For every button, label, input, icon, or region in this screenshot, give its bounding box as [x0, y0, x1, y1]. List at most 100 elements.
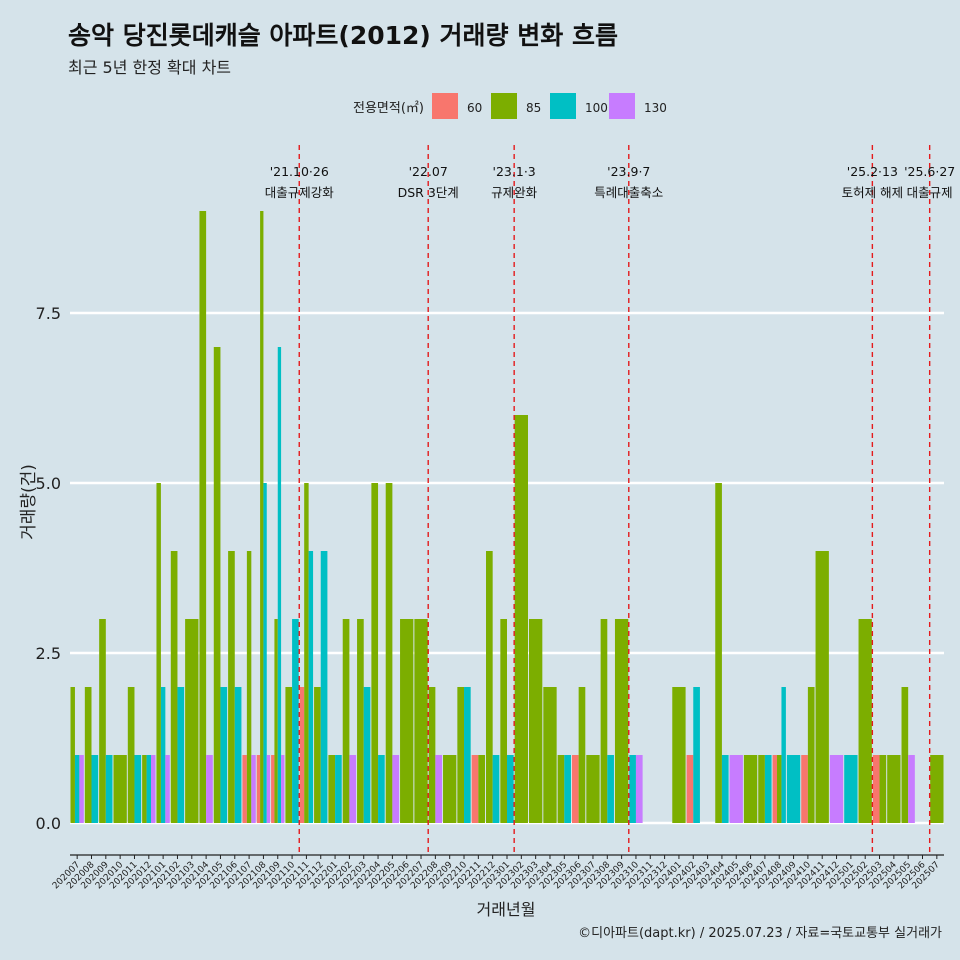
bar	[320, 551, 328, 823]
bar	[127, 687, 135, 823]
bar	[385, 483, 393, 823]
bar	[349, 755, 357, 823]
chart-title: 송악 당진롯데캐슬 아파트(2012) 거래량 변화 흐름	[68, 21, 618, 50]
bar	[908, 755, 915, 823]
bar	[113, 755, 127, 823]
bar	[807, 687, 815, 823]
y-tick-label: 7.5	[36, 304, 61, 323]
x-axis: 2020072020082020092020102020112020122021…	[51, 854, 944, 891]
bar	[378, 755, 385, 823]
bar	[357, 619, 364, 823]
legend-swatch	[432, 93, 458, 119]
bar	[578, 687, 586, 823]
annotation-label: 특례대출축소	[594, 185, 663, 200]
bar	[607, 755, 614, 823]
bar	[392, 755, 400, 823]
bar	[400, 619, 414, 823]
legend-swatch	[550, 93, 576, 119]
bar	[721, 755, 729, 823]
bar	[151, 755, 156, 823]
bar	[292, 619, 299, 823]
bar	[715, 483, 722, 823]
bar	[464, 687, 471, 823]
bar	[815, 551, 829, 823]
bar	[234, 687, 242, 823]
legend-swatch	[609, 93, 635, 119]
bar	[428, 687, 436, 823]
bar	[729, 755, 743, 823]
annotation-date: '21.10·26	[270, 164, 329, 179]
bar	[242, 755, 247, 823]
annotation-date: '22.07	[409, 164, 448, 179]
bars	[70, 211, 944, 823]
y-axis: 0.0 2.5 5.0 7.5	[36, 304, 61, 833]
bar	[635, 755, 643, 823]
bar	[872, 755, 880, 823]
legend-title: 전용면적(㎡)	[353, 101, 424, 116]
bar	[758, 755, 765, 823]
bar	[764, 755, 772, 823]
bar	[500, 619, 507, 823]
bar	[266, 755, 271, 823]
annotation-label: 대출규제	[907, 185, 953, 200]
annotation-date: '23.9·7	[607, 164, 650, 179]
bar	[801, 755, 808, 823]
y-axis-label: 거래량(건)	[19, 464, 39, 540]
bar	[414, 619, 428, 823]
annotation-date: '25.2·13	[847, 164, 898, 179]
bar	[471, 755, 479, 823]
bar	[105, 755, 113, 823]
y-tick-label: 0.0	[36, 814, 61, 833]
bar	[571, 755, 579, 823]
bar	[260, 211, 264, 823]
legend: 전용면적(㎡) 60 85 100 130	[353, 93, 667, 119]
bar	[99, 619, 106, 823]
bar	[786, 755, 801, 823]
annotation-date: '25.6·27	[904, 164, 955, 179]
bar	[507, 755, 514, 823]
legend-label: 100	[585, 101, 608, 115]
legend-label: 60	[467, 101, 482, 115]
bar	[274, 619, 278, 823]
y-tick-label: 2.5	[36, 644, 61, 663]
bar	[74, 755, 80, 823]
x-axis-label: 거래년월	[477, 900, 536, 919]
chart-subtitle: 최근 5년 한정 확대 차트	[68, 58, 232, 77]
bar	[693, 687, 700, 823]
bar	[185, 619, 199, 823]
bar	[781, 687, 786, 823]
annotations: '21.10·26 대출규제강화 '22.07 DSR 3단계 '23.1·3 규제완화 '…	[265, 145, 955, 855]
bar	[743, 755, 758, 823]
bar	[277, 347, 282, 823]
bar	[772, 755, 778, 823]
bar	[142, 755, 147, 823]
bar	[528, 619, 543, 823]
bar	[335, 755, 342, 823]
annotation-label: 규제완화	[491, 185, 538, 200]
bar	[672, 687, 686, 823]
legend-swatch	[491, 93, 517, 119]
bar	[220, 687, 228, 823]
bar	[777, 755, 782, 823]
bar	[887, 755, 901, 823]
annotation-date: '23.1·3	[493, 164, 536, 179]
bar	[314, 687, 321, 823]
bar	[146, 755, 152, 823]
bar	[557, 755, 565, 823]
bar	[629, 755, 636, 823]
bar	[478, 755, 486, 823]
annotation-label: 토허제 해제	[842, 185, 903, 200]
bar	[514, 415, 528, 823]
legend-label: 130	[644, 101, 667, 115]
bar	[177, 687, 185, 823]
bar	[363, 687, 371, 823]
bar	[299, 687, 305, 823]
bar	[486, 551, 493, 823]
bar	[564, 755, 571, 823]
bar	[308, 551, 314, 823]
bar	[206, 755, 213, 823]
bar	[228, 551, 235, 823]
bar	[281, 755, 285, 823]
bar	[91, 755, 99, 823]
